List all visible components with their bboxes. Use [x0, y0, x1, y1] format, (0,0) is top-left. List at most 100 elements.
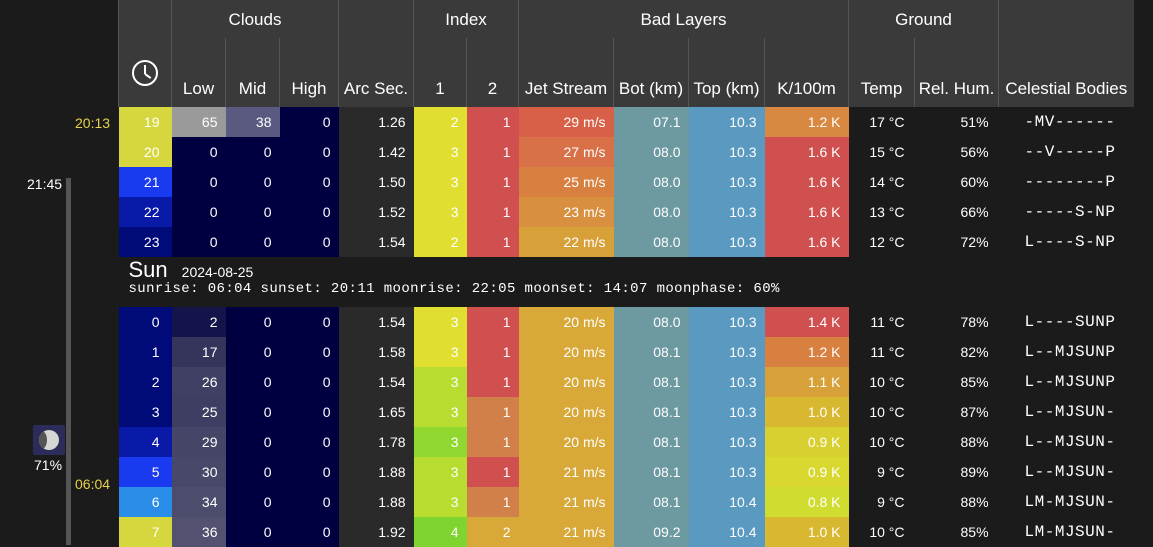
index1-cell: 3	[413, 457, 467, 487]
rel-hum-cell: 60%	[914, 167, 999, 197]
rel-hum-cell: 51%	[914, 107, 999, 137]
celestial-cell: L--MJSUN-	[998, 457, 1134, 487]
k100-cell: 1.6 K	[764, 167, 849, 197]
arc-sec-cell: 1.52	[338, 197, 414, 227]
jet-stream-cell: 23 m/s	[518, 197, 614, 227]
index2-cell: 1	[466, 337, 519, 367]
top-column-header: Top (km)	[688, 38, 765, 107]
rel-hum-cell: 66%	[914, 197, 999, 227]
bot-cell: 08.1	[613, 457, 689, 487]
index2-cell: 1	[466, 137, 519, 167]
temp-cell: 11 °C	[848, 307, 915, 337]
jet-stream-cell: 29 m/s	[518, 107, 614, 137]
mid-cloud-cell: 0	[225, 197, 280, 227]
top-cell: 10.3	[688, 397, 765, 427]
celestial-cell: L--MJSUNP	[998, 337, 1134, 367]
low-cloud-cell: 0	[171, 227, 226, 257]
temp-cell: 10 °C	[848, 367, 915, 397]
top-cell: 10.3	[688, 197, 765, 227]
bot-column-header: Bot (km)	[613, 38, 689, 107]
k100-cell: 1.6 K	[764, 227, 849, 257]
k100-cell: 1.0 K	[764, 517, 849, 547]
low-cloud-cell: 0	[171, 137, 226, 167]
top-cell: 10.3	[688, 427, 765, 457]
k100-cell: 1.4 K	[764, 307, 849, 337]
jet-stream-column-header: Jet Stream	[518, 38, 614, 107]
celestial-cell: L--MJSUNP	[998, 367, 1134, 397]
mid-cloud-cell: 0	[225, 337, 280, 367]
index1-cell: 3	[413, 427, 467, 457]
low-cloud-cell: 36	[171, 517, 226, 547]
index2-cell: 1	[466, 397, 519, 427]
k100-cell: 1.2 K	[764, 337, 849, 367]
celestial-cell: L----SUNP	[998, 307, 1134, 337]
jet-stream-cell: 20 m/s	[518, 367, 614, 397]
rel-hum-cell: 85%	[914, 517, 999, 547]
high-column-header: High	[278, 38, 339, 107]
day-date: 2024-08-25	[181, 264, 254, 280]
rel-hum-cell: 82%	[914, 337, 999, 367]
top-cell: 10.3	[688, 107, 765, 137]
index2-cell: 1	[466, 457, 519, 487]
ground-group-header: Ground	[848, 0, 999, 38]
high-cloud-cell: 0	[279, 487, 339, 517]
day-name: Sun	[128, 257, 168, 282]
hour-cell: 4	[118, 427, 172, 457]
celestial-cell: -----S-NP	[998, 197, 1134, 227]
hour-cell: 23	[118, 227, 172, 257]
index1-cell: 3	[413, 307, 467, 337]
temp-cell: 9 °C	[848, 487, 915, 517]
mid-cloud-cell: 0	[225, 367, 280, 397]
low-column-header: Low	[171, 38, 226, 107]
bot-cell: 08.0	[613, 227, 689, 257]
index1-cell: 3	[413, 487, 467, 517]
arc-sec-cell: 1.54	[338, 367, 414, 397]
bot-cell: 07.1	[613, 107, 689, 137]
arc-sec-cell: 1.92	[338, 517, 414, 547]
arc-sec-cell: 1.58	[338, 337, 414, 367]
low-cloud-cell: 30	[171, 457, 226, 487]
arc-sec-cell: 1.54	[338, 307, 414, 337]
table-row: 3 25 0 0 1.65 3 1 20 m/s 08.1 10.3 1.0 K 10 °C 87% L-…	[118, 397, 1134, 427]
hour-cell: 0	[118, 307, 172, 337]
temp-cell: 15 °C	[848, 137, 915, 167]
k100-cell: 1.2 K	[764, 107, 849, 137]
high-cloud-cell: 0	[279, 397, 339, 427]
temp-column-header: Temp	[848, 38, 915, 107]
high-cloud-cell: 0	[279, 517, 339, 547]
rel-hum-cell: 89%	[914, 457, 999, 487]
celestial-cell: LM-MJSUN-	[998, 487, 1134, 517]
high-cloud-cell: 0	[279, 167, 339, 197]
jet-stream-cell: 20 m/s	[518, 427, 614, 457]
index1-cell: 3	[413, 337, 467, 367]
index2-cell: 1	[466, 167, 519, 197]
k100-cell: 0.8 K	[764, 487, 849, 517]
bot-cell: 08.0	[613, 137, 689, 167]
mid-cloud-cell: 0	[225, 137, 280, 167]
hour-cell: 20	[118, 137, 172, 167]
index1-column-header: 1	[413, 38, 467, 107]
temp-cell: 10 °C	[848, 397, 915, 427]
k100-column-header: K/100m	[764, 38, 849, 107]
bad-layers-group-header: Bad Layers	[518, 0, 849, 38]
mid-cloud-cell: 0	[225, 457, 280, 487]
table-row: 7 36 0 0 1.92 4 2 21 m/s 09.2 10.4 1.0 K 10 °C 85% LM…	[118, 517, 1134, 547]
top-cell: 10.3	[688, 227, 765, 257]
low-cloud-cell: 29	[171, 427, 226, 457]
high-cloud-cell: 0	[279, 307, 339, 337]
top-cell: 10.4	[688, 487, 765, 517]
top-cell: 10.3	[688, 167, 765, 197]
index1-cell: 3	[413, 167, 467, 197]
low-cloud-cell: 0	[171, 197, 226, 227]
table-row: 22 0 0 0 1.52 3 1 23 m/s 08.0 10.3 1.6 K 13 °C 66% --…	[118, 197, 1134, 227]
bot-cell: 08.0	[613, 307, 689, 337]
mid-cloud-cell: 0	[225, 517, 280, 547]
rel-hum-cell: 88%	[914, 427, 999, 457]
mid-cloud-cell: 0	[225, 487, 280, 517]
rel-hum-cell: 88%	[914, 487, 999, 517]
moon-percent: 71%	[34, 457, 63, 473]
table-row: 4 29 0 0 1.78 3 1 20 m/s 08.1 10.3 0.9 K 10 °C 88% L-…	[118, 427, 1134, 457]
top-cell: 10.3	[688, 367, 765, 397]
bot-cell: 09.2	[613, 517, 689, 547]
